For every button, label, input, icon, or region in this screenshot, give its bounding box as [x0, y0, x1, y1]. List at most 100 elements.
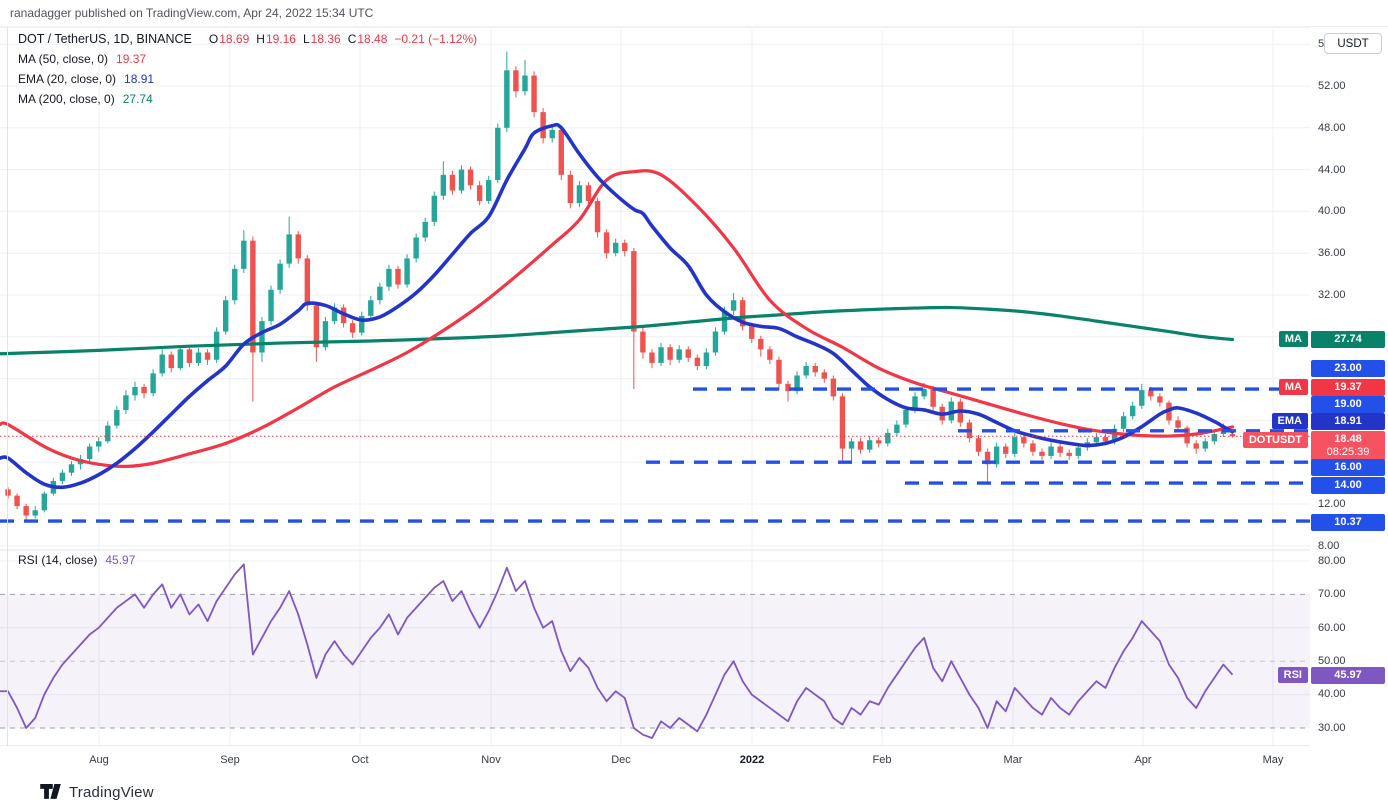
price-badge-18.48: 18.48 08:25:39 — [1311, 431, 1385, 461]
symbol-row[interactable]: DOT / TetherUS, 1D, BINANCE O18.69 H19.1… — [18, 29, 477, 49]
candle-up — [1111, 428, 1118, 442]
candle-up — [1139, 390, 1145, 406]
candle-up — [549, 129, 555, 139]
candle-up — [331, 307, 338, 322]
open-value: 18.69 — [219, 32, 250, 46]
rsi-axis-label: 50.00 — [1318, 655, 1346, 667]
candle-up — [993, 446, 1000, 465]
candle-down — [767, 349, 773, 360]
tradingview-logo[interactable]: TradingView — [40, 784, 154, 801]
candle-down — [1066, 452, 1072, 456]
candle-down — [876, 440, 882, 444]
candle-down — [749, 326, 755, 339]
candle-up — [730, 300, 737, 311]
candle-down — [1193, 443, 1199, 449]
ohlc-values: O18.69 H19.16 L18.36 C18.48 −0.21 (−1.12… — [208, 32, 478, 46]
candle-up — [431, 195, 437, 222]
rsi-value: 45.97 — [105, 553, 136, 567]
candle-up — [721, 310, 728, 332]
candle-down — [839, 396, 846, 449]
candle-down — [685, 349, 691, 358]
indicator-row-ema20[interactable]: EMA (20, close, 0) 18.91 — [18, 72, 155, 86]
candle-up — [322, 321, 329, 348]
tradingview-logo-text: TradingView — [69, 783, 154, 801]
price-badge-18.91: 18.91 — [1311, 412, 1385, 430]
candle-up — [105, 425, 111, 442]
time-axis-label-Apr: Apr — [1134, 754, 1152, 766]
tradingview-logo-icon — [40, 784, 61, 799]
candle-down — [776, 359, 782, 384]
candle-down — [812, 366, 818, 373]
candle-up — [1129, 405, 1136, 417]
ma200-line — [0, 305, 1235, 356]
time-axis[interactable]: Aug Sep Oct Nov Dec 2022 Feb Mar Apr May — [0, 746, 1310, 774]
price-axis-label: 52.00 — [1318, 80, 1346, 92]
candle-down — [821, 372, 827, 379]
candle-down — [395, 268, 401, 285]
candle-down — [830, 378, 837, 397]
candle-down — [984, 451, 991, 465]
ma50-value: 19.37 — [116, 52, 147, 66]
candle-down — [649, 352, 655, 363]
candle-up — [658, 347, 664, 363]
price-axis-label: 48.00 — [1318, 122, 1346, 134]
price-axis-label: 12.00 — [1318, 498, 1346, 510]
candle-up — [86, 446, 93, 460]
time-axis-label-Dec: Dec — [611, 754, 631, 766]
candle-up — [848, 441, 855, 449]
candle-down — [567, 174, 574, 204]
rsi-line — [0, 563, 1234, 739]
candle-down — [1057, 446, 1063, 453]
price-badge-19.00: 19.00 — [1311, 395, 1385, 413]
currency-toggle-button[interactable]: USDT — [1324, 33, 1382, 54]
candle-up — [114, 409, 120, 426]
price-badge-23.00: 23.00 — [1311, 359, 1385, 377]
candle-up — [1120, 416, 1127, 429]
candle-up — [495, 127, 501, 181]
candle-down — [1003, 446, 1009, 454]
price-axis-label: 36.00 — [1318, 247, 1346, 259]
candle-down — [304, 258, 311, 306]
candle-down — [603, 232, 610, 254]
candle-up — [159, 354, 165, 374]
candle-up — [1211, 433, 1218, 442]
symbol-title[interactable]: DOT / TetherUS, 1D, BINANCE — [18, 32, 192, 46]
candle-down — [930, 389, 936, 407]
candle-down — [739, 300, 746, 327]
candle-up — [150, 373, 156, 394]
price-axis-label: 8.00 — [1318, 540, 1340, 552]
candle-up — [377, 286, 383, 301]
candle-up — [195, 352, 202, 363]
candle-down — [467, 169, 474, 186]
candle-up — [803, 366, 809, 376]
candle-down — [295, 234, 301, 259]
time-axis-label-Nov: Nov — [481, 754, 501, 766]
candle-up — [440, 174, 447, 196]
candle-down — [349, 323, 356, 333]
indicator-row-ma50[interactable]: MA (50, close, 0) 19.37 — [18, 52, 147, 66]
candle-down — [594, 200, 601, 233]
rsi-axis-label: 30.00 — [1318, 722, 1346, 734]
candle-up — [1012, 437, 1018, 454]
candle-down — [975, 438, 982, 452]
candle-down — [1021, 437, 1027, 444]
candle-up — [712, 331, 719, 353]
candle-up — [912, 396, 918, 410]
candle-up — [921, 389, 927, 397]
candle-up — [277, 263, 283, 290]
candle-up — [268, 289, 274, 322]
candle-down — [1157, 396, 1163, 403]
candle-down — [476, 185, 483, 201]
indicator-row-ma200[interactable]: MA (200, close, 0) 27.74 — [18, 92, 153, 106]
price-axis[interactable]: 56.0052.0048.0044.0040.0036.0032.0012.00… — [1310, 27, 1388, 774]
ma50-line — [0, 169, 1235, 468]
candle-up — [259, 321, 265, 353]
price-badge-19.37: 19.37 — [1311, 378, 1385, 396]
candle-down — [667, 347, 673, 360]
time-axis-label-Aug: Aug — [89, 754, 109, 766]
price-badge-27.74: 27.74 — [1311, 330, 1385, 348]
rsi-legend-row[interactable]: RSI (14, close) 45.97 — [18, 553, 136, 567]
candle-up — [504, 70, 510, 128]
candle-up — [612, 242, 619, 254]
